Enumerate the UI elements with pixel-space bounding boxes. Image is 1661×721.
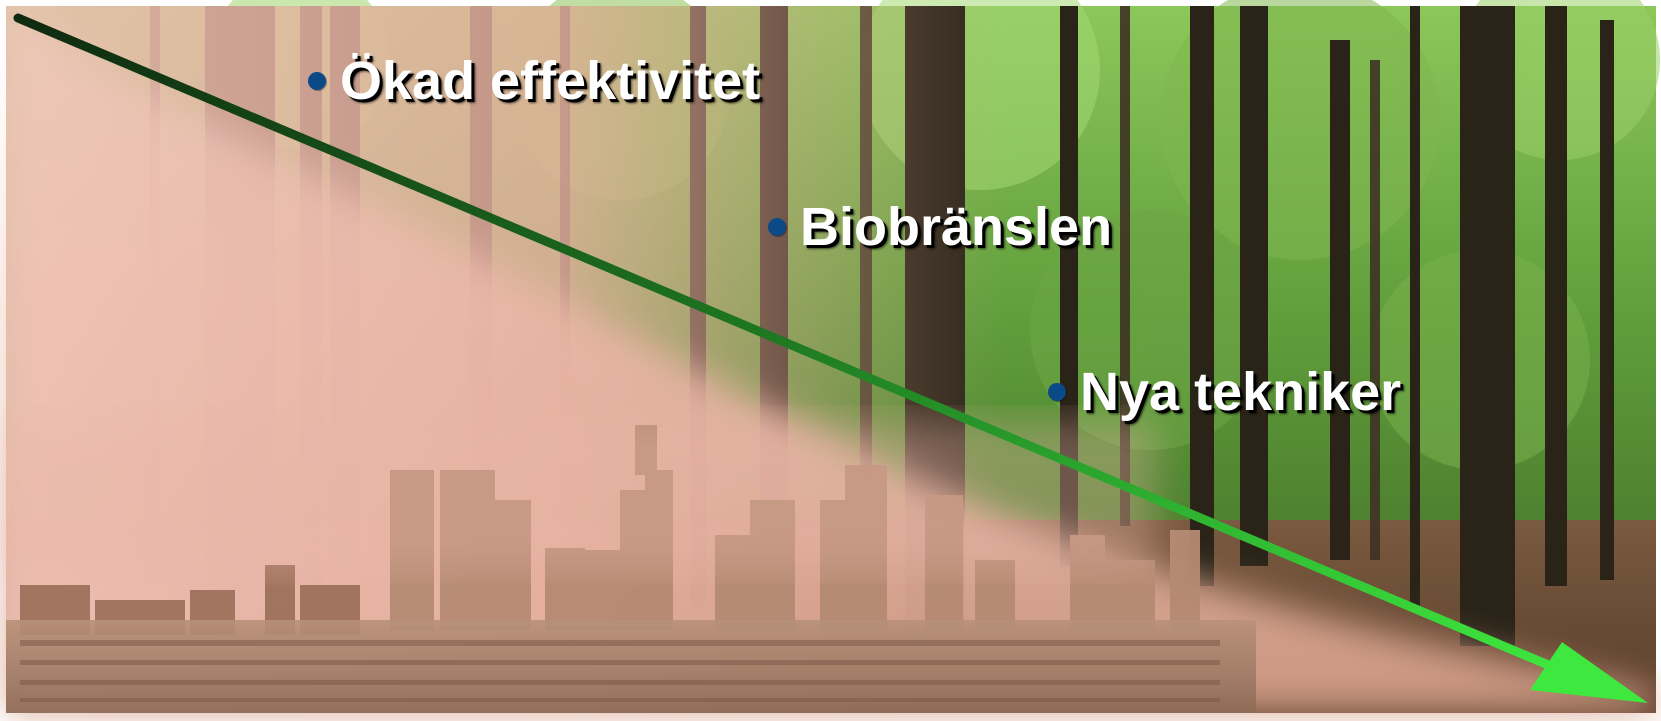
bullet-item-okad-effektivitet: Ökad effektivitet bbox=[308, 54, 760, 108]
bullet-item-nya-tekniker: Nya tekniker bbox=[1048, 365, 1401, 419]
bullet-label: Biobränslen bbox=[800, 197, 1113, 257]
bullet-dot-icon bbox=[308, 72, 326, 90]
diagonal-arrow-icon bbox=[13, 13, 1648, 703]
bullet-label: Ökad effektivitet bbox=[340, 51, 761, 111]
bullet-dot-icon bbox=[1048, 383, 1066, 401]
bullet-dot-icon bbox=[768, 218, 786, 236]
bullet-label: Nya tekniker bbox=[1080, 362, 1402, 422]
bullet-item-biobranslen: Biobränslen bbox=[768, 200, 1112, 254]
